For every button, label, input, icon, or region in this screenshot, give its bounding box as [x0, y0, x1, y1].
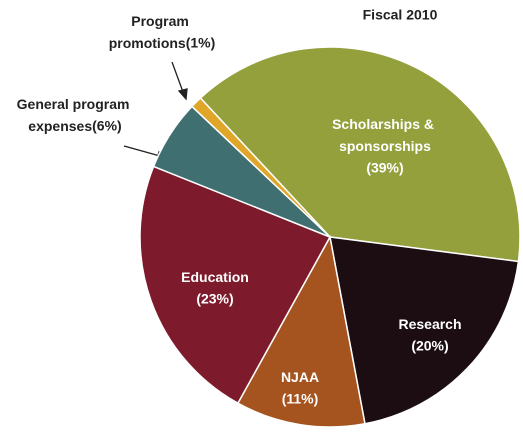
pie-slice	[190, 96, 331, 238]
slice-label: Research	[398, 316, 461, 332]
slice-label: Education	[181, 269, 249, 285]
arrow	[123, 145, 161, 157]
slice-label: NJAA	[281, 369, 319, 385]
value-label: (1%)	[186, 35, 216, 51]
value-label: (39%)	[366, 160, 403, 176]
slice-label: General program expenses	[17, 96, 134, 134]
pie-slice	[236, 234, 366, 428]
value-label: (23%)	[196, 291, 233, 307]
pie-slice	[139, 165, 332, 405]
chart-title: Fiscal 2010	[363, 7, 438, 23]
slice-label: Program promotions	[109, 13, 193, 51]
slice-label: Scholarships & sponsorships	[332, 116, 438, 154]
pie-slice	[199, 46, 521, 263]
value-label: (20%)	[411, 338, 448, 354]
value-label: (11%)	[282, 391, 319, 407]
pie-slice	[329, 236, 520, 425]
arrow-head	[177, 88, 188, 101]
arrow	[171, 61, 184, 93]
value-label: (6%)	[92, 118, 122, 134]
